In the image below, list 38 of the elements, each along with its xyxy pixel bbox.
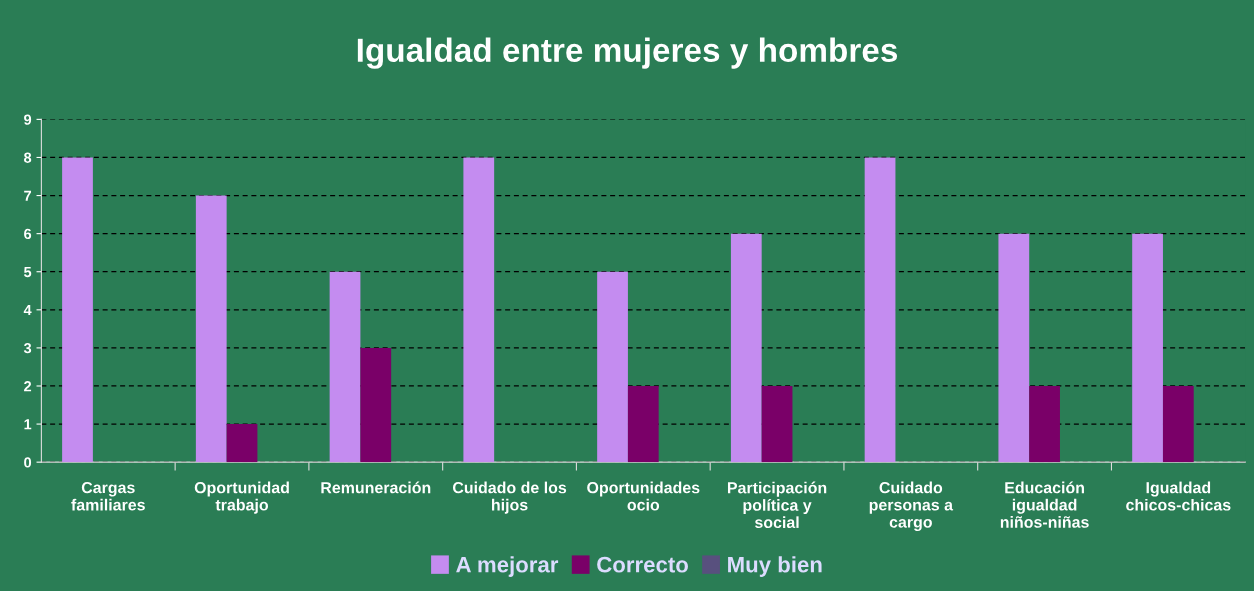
bar [761,385,793,463]
bar [627,385,659,463]
y-tick-label: 4 [23,305,32,316]
y-tick-label: 8 [24,152,32,163]
chart-title: Igualdad entre mujeres y hombres [357,37,898,69]
bar [864,157,896,463]
x-tick-label: Cuidado de los hijos [452,481,567,514]
bar [226,424,258,463]
bar [329,271,361,463]
x-tick-label: Igualdad chicos-chicas [1126,481,1231,511]
bar [1029,385,1060,463]
x-tick-label: Remuneración [321,481,431,494]
x-tick-label: Oportunidad trabajo [194,481,289,514]
bar [1132,233,1163,463]
y-tick-label: 5 [24,266,32,278]
legend-label: Correcto [597,556,688,573]
x-tick-label: Participación política y social [727,481,827,529]
bar [62,157,93,463]
y-tick-label: 9 [24,114,32,125]
bar [597,271,628,463]
y-tick-label: 3 [23,343,32,354]
bar [1162,385,1194,463]
bar [195,195,227,463]
bar [730,233,762,463]
y-tick-label: 6 [24,228,32,240]
legend-label: A mejorar [456,556,559,577]
x-tick-label: Educación igualdad niños-niñas [1000,481,1089,528]
y-tick-label: 2 [24,381,32,392]
bar [998,233,1030,463]
x-tick-label: Cargas familiares [71,481,145,511]
y-tick-label: 7 [24,190,32,201]
legend-label: Muy bien [728,556,822,577]
x-tick-label: Cuidado personas a cargo [869,481,954,531]
y-tick-label: 1 [24,419,32,430]
x-tick-label: Oportunidades ocio [587,481,700,511]
bar [360,347,392,463]
y-tick-label: 0 [24,457,32,468]
bar [463,157,495,463]
